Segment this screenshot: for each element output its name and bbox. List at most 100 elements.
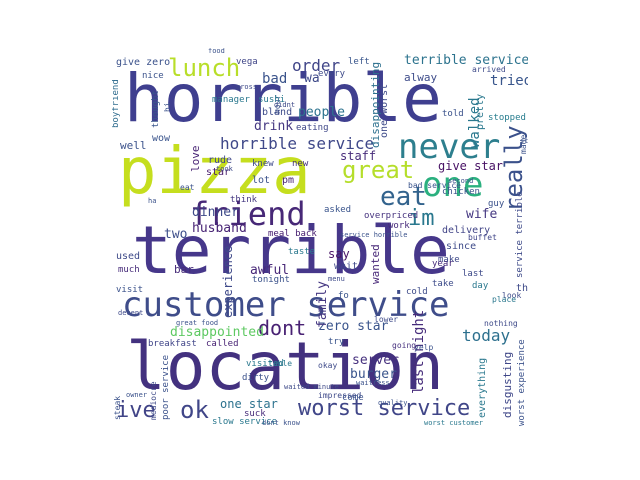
word: bad	[262, 71, 288, 87]
word: staff	[340, 149, 377, 163]
word: manager	[212, 95, 250, 105]
word: left	[348, 57, 370, 67]
word: disappointed	[170, 325, 264, 340]
word: knew	[252, 159, 274, 169]
word: wait	[334, 261, 359, 272]
word: today	[462, 326, 511, 345]
word: dont	[258, 316, 307, 340]
word: impressed	[318, 391, 362, 400]
word: new	[292, 159, 309, 169]
word: burger	[350, 367, 397, 382]
word: dinner	[192, 205, 239, 220]
word: breakfast	[148, 339, 197, 349]
word: service terrible	[515, 191, 525, 278]
word: every	[318, 69, 346, 79]
word: wife	[466, 207, 498, 222]
word: visited	[246, 359, 284, 369]
word: worst experience	[517, 339, 527, 426]
word: waited minute	[284, 383, 339, 391]
word: customer service	[122, 285, 450, 325]
word: slow service	[212, 417, 278, 427]
word: order	[292, 56, 341, 75]
word: family	[315, 281, 330, 328]
word: fo	[338, 291, 349, 301]
word: called	[206, 339, 239, 349]
word: bad service	[408, 181, 461, 190]
word: husband	[192, 221, 247, 236]
word: quality	[378, 399, 408, 407]
word: steak	[113, 395, 122, 420]
word: location	[126, 328, 444, 405]
word: since	[446, 241, 477, 252]
word: lower	[374, 315, 399, 324]
word: worst customer	[424, 419, 484, 427]
word: gross	[236, 83, 258, 91]
word: decent	[118, 309, 144, 317]
word: eat	[380, 182, 427, 212]
word: im	[408, 206, 435, 231]
word: terrible service	[404, 53, 528, 68]
word: tried	[490, 73, 528, 89]
word: day	[472, 281, 489, 291]
word: food	[208, 48, 225, 55]
word: star	[206, 167, 231, 178]
word: eat	[180, 183, 195, 192]
word: nothing	[484, 319, 518, 328]
word: love	[189, 145, 202, 173]
word: bar	[174, 263, 194, 276]
word: dont know	[262, 419, 300, 427]
word: people	[298, 105, 345, 120]
word: experience	[221, 245, 235, 318]
word: well	[120, 139, 147, 152]
word: service horrible	[340, 231, 408, 239]
word: wanted	[369, 244, 382, 284]
word: told	[442, 109, 464, 119]
word: suck	[244, 409, 266, 419]
word: pretty	[475, 93, 486, 130]
word: try	[328, 337, 345, 347]
word: delivery	[442, 225, 491, 236]
word: took	[216, 165, 233, 173]
word: great food	[176, 319, 219, 327]
word: take	[432, 279, 454, 289]
word: horrible	[124, 60, 442, 137]
word: eating	[296, 123, 329, 133]
word: taste	[288, 247, 316, 257]
word: year	[432, 259, 454, 269]
word: one worst	[379, 83, 390, 138]
word: visit	[116, 285, 144, 295]
word: chicken	[442, 187, 480, 197]
word: ha	[148, 197, 157, 205]
word: friend	[190, 195, 306, 233]
word: one star	[220, 397, 278, 411]
word: yelp	[414, 343, 434, 352]
word: server	[352, 353, 399, 368]
word: used	[116, 251, 141, 262]
word: guy	[488, 199, 505, 209]
word: thing	[516, 283, 528, 294]
word: worst service	[298, 396, 471, 421]
word: hi	[163, 102, 172, 112]
word: table	[268, 359, 293, 368]
word: horrible service	[220, 134, 375, 153]
word: boyfriend	[112, 79, 121, 128]
word: second	[448, 177, 474, 185]
word: arrived	[472, 65, 506, 74]
word: rude	[208, 155, 233, 166]
word: wow	[152, 133, 171, 144]
word: nice	[142, 71, 164, 81]
word: work	[388, 221, 410, 231]
word: say	[328, 247, 350, 261]
word: disgusting	[501, 351, 514, 418]
word: mediocre	[149, 381, 158, 420]
word: bland	[262, 107, 293, 118]
word: going	[392, 341, 417, 350]
word: tonight	[252, 275, 290, 285]
word: much	[118, 265, 140, 275]
word: never	[398, 127, 501, 167]
word: buffet	[468, 233, 497, 242]
word: look	[502, 291, 522, 300]
word: thought	[151, 90, 161, 128]
word: lunch	[168, 54, 241, 82]
word: give star	[438, 159, 504, 173]
